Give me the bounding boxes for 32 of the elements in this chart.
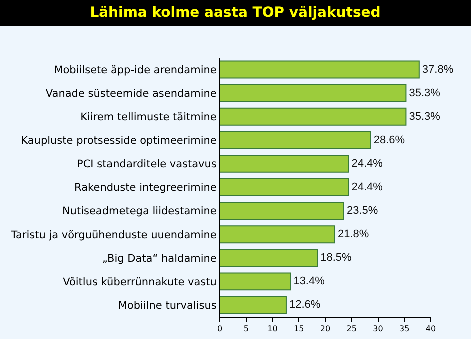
- x-tick-label: 5: [244, 324, 249, 334]
- data-label: 24.4%: [352, 158, 384, 170]
- x-tick-label: 0: [217, 324, 223, 334]
- data-label: 21.8%: [338, 228, 370, 241]
- y-tick-label: Mobiilsete äpp-ide arendamine: [54, 64, 217, 76]
- data-label: 28.6%: [374, 134, 406, 146]
- chart-title: Lähima kolme aasta TOP väljakutsed: [90, 5, 381, 21]
- y-tick-label: Rakenduste integreerimine: [74, 182, 217, 194]
- data-label: 13.4%: [294, 276, 326, 288]
- data-label: 35.3%: [409, 87, 441, 100]
- data-label: 18.5%: [320, 252, 352, 264]
- data-label: 37.8%: [422, 64, 454, 76]
- y-tick-label: Taristu ja võrguühenduste uuendamine: [10, 229, 217, 242]
- x-tick-label: 20: [320, 324, 331, 334]
- y-tick-label: Võitlus küberrünnakute vastu: [63, 276, 217, 288]
- x-tick-label: 10: [268, 324, 278, 334]
- y-tick-label: PCI standarditele vastavus: [77, 158, 217, 171]
- x-tick-label: 35: [400, 324, 410, 334]
- x-tick-label: 40: [426, 324, 436, 334]
- data-label: 23.5%: [346, 205, 378, 218]
- y-tick-label: Nutiseadmetega liidestamine: [62, 206, 217, 218]
- x-tick-label: 15: [294, 324, 304, 334]
- y-tick-label: Mobiilne turvalisus: [118, 300, 217, 312]
- y-tick-label: „Big Data“ haldamine: [102, 252, 217, 265]
- y-tick-label: Kaupluste protsesside optimeerimine: [21, 135, 217, 148]
- data-label: 24.4%: [352, 182, 384, 194]
- y-tick-label: Vanade süsteemide asendamine: [46, 88, 217, 100]
- x-tick-label: 30: [373, 324, 384, 334]
- data-label: 35.3%: [409, 110, 441, 123]
- y-tick-label: Kiirem tellimuste täitmine: [80, 112, 217, 124]
- data-label: 12.6%: [289, 299, 321, 312]
- x-tick-label: 25: [346, 324, 357, 334]
